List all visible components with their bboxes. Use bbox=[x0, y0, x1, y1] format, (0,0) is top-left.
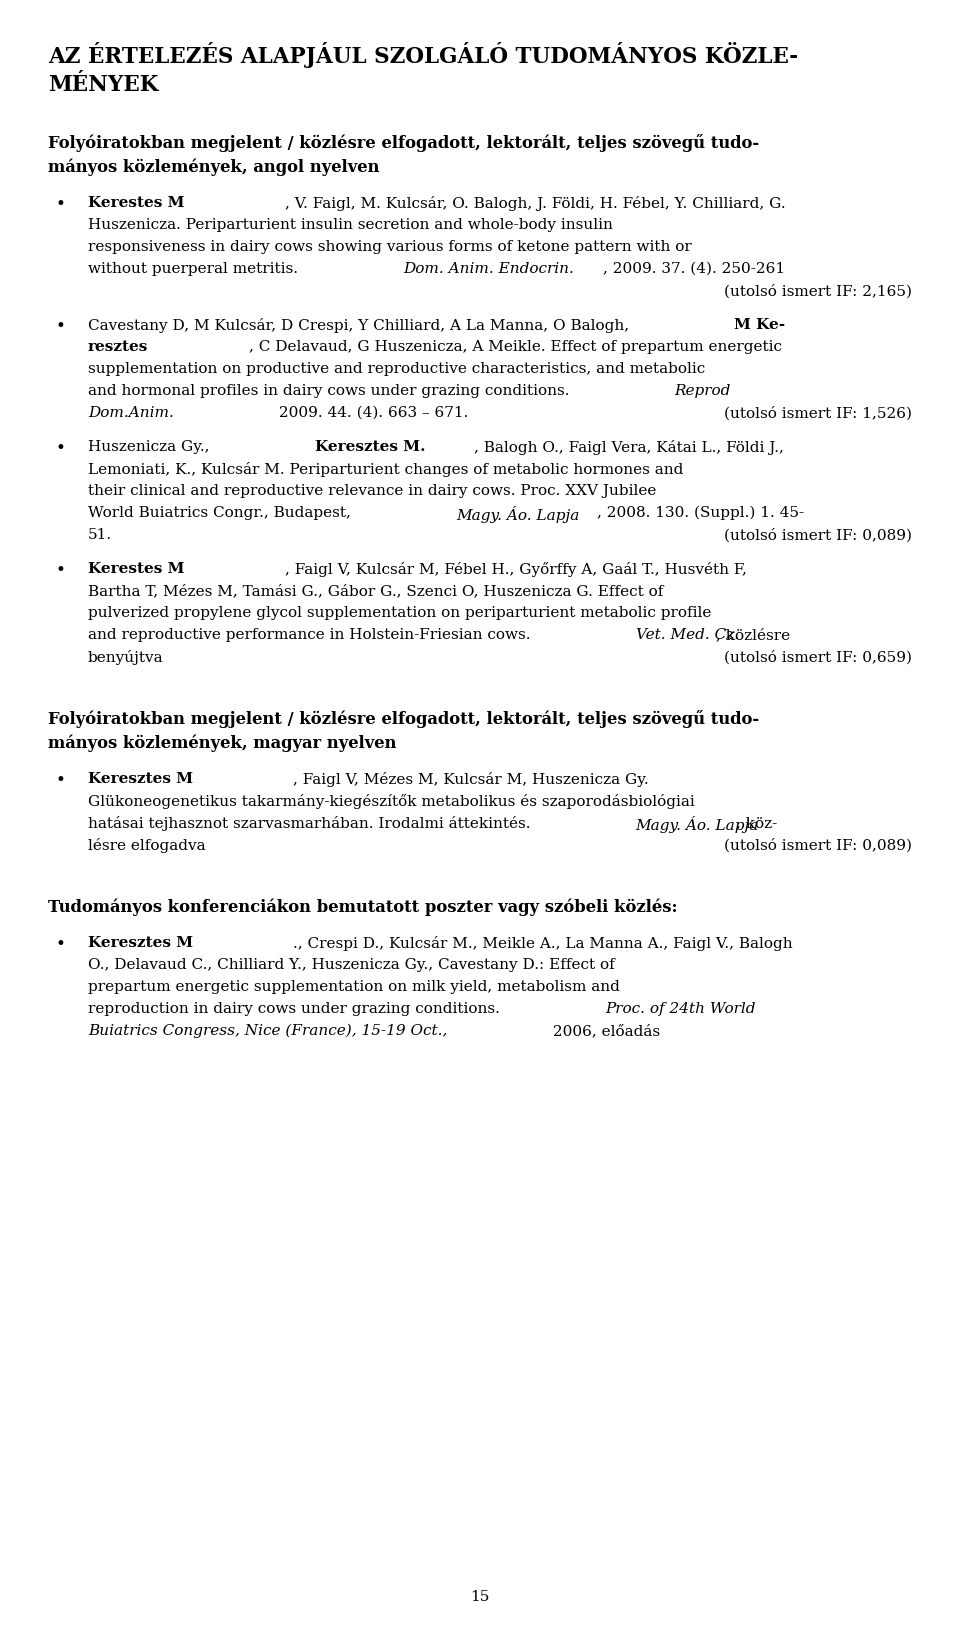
Text: Huszenicza. Periparturient insulin secretion and whole-body insulin: Huszenicza. Periparturient insulin secre… bbox=[88, 219, 612, 232]
Text: (utolsó ismert IF: 0,659): (utolsó ismert IF: 0,659) bbox=[724, 650, 912, 664]
Text: •: • bbox=[55, 441, 65, 457]
Text: , Balogh O., Faigl Vera, Kátai L., Földi J.,: , Balogh O., Faigl Vera, Kátai L., Földi… bbox=[474, 441, 784, 455]
Text: prepartum energetic supplementation on milk yield, metabolism and: prepartum energetic supplementation on m… bbox=[88, 979, 620, 994]
Text: resztes: resztes bbox=[88, 339, 149, 354]
Text: , Faigl V, Mézes M, Kulcsár M, Huszenicza Gy.: , Faigl V, Mézes M, Kulcsár M, Huszenicz… bbox=[294, 772, 649, 787]
Text: pulverized propylene glycol supplementation on periparturient metabolic profile: pulverized propylene glycol supplementat… bbox=[88, 605, 711, 620]
Text: hatásai tejhasznot szarvasmarhában. Irodalmi áttekintés.: hatásai tejhasznot szarvasmarhában. Irod… bbox=[88, 816, 536, 831]
Text: Lemoniati, K., Kulcsár M. Periparturient changes of metabolic hormones and: Lemoniati, K., Kulcsár M. Periparturient… bbox=[88, 462, 684, 477]
Text: Magy. Áo. Lapja: Magy. Áo. Lapja bbox=[456, 506, 579, 522]
Text: •: • bbox=[55, 318, 65, 335]
Text: Keresztes M: Keresztes M bbox=[88, 772, 193, 787]
Text: World Buiatrics Congr., Budapest,: World Buiatrics Congr., Budapest, bbox=[88, 506, 356, 521]
Text: Kerestes M: Kerestes M bbox=[88, 561, 184, 576]
Text: Keresztes M.: Keresztes M. bbox=[315, 441, 425, 454]
Text: Proc. of 24th World: Proc. of 24th World bbox=[605, 1002, 756, 1017]
Text: AZ ÉRTELEZÉS ALAPJÁUL SZOLGÁLÓ TUDOMÁNYOS KÖZLE-: AZ ÉRTELEZÉS ALAPJÁUL SZOLGÁLÓ TUDOMÁNYO… bbox=[48, 42, 798, 69]
Text: •: • bbox=[55, 772, 65, 788]
Text: MÉNYEK: MÉNYEK bbox=[48, 73, 158, 96]
Text: and hormonal profiles in dairy cows under grazing conditions.: and hormonal profiles in dairy cows unde… bbox=[88, 384, 574, 398]
Text: 2009. 44. (4). 663 – 671.: 2009. 44. (4). 663 – 671. bbox=[274, 406, 468, 419]
Text: Bartha T, Mézes M, Tamási G., Gábor G., Szenci O, Huszenicza G. Effect of: Bartha T, Mézes M, Tamási G., Gábor G., … bbox=[88, 584, 663, 597]
Text: Folyóiratokban megjelent / közlésre elfogadott, lektorált, teljes szövegű tudo-: Folyóiratokban megjelent / közlésre elfo… bbox=[48, 710, 759, 728]
Text: lésre elfogadva: lésre elfogadva bbox=[88, 837, 205, 854]
Text: Dom. Anim. Endocrin.: Dom. Anim. Endocrin. bbox=[403, 263, 574, 276]
Text: (utolsó ismert IF: 2,165): (utolsó ismert IF: 2,165) bbox=[724, 284, 912, 299]
Text: mányos közlemények, magyar nyelven: mányos közlemények, magyar nyelven bbox=[48, 734, 396, 751]
Text: Huszenicza Gy.,: Huszenicza Gy., bbox=[88, 441, 214, 454]
Text: (utolsó ismert IF: 0,089): (utolsó ismert IF: 0,089) bbox=[724, 837, 912, 852]
Text: (utolsó ismert IF: 0,089): (utolsó ismert IF: 0,089) bbox=[724, 529, 912, 542]
Text: Buiatrics Congress, Nice (France), 15-19 Oct.,: Buiatrics Congress, Nice (France), 15-19… bbox=[88, 1023, 447, 1038]
Text: responsiveness in dairy cows showing various forms of ketone pattern with or: responsiveness in dairy cows showing var… bbox=[88, 240, 692, 255]
Text: , közlésre: , közlésre bbox=[716, 628, 790, 641]
Text: Folyóiratokban megjelent / közlésre elfogadott, lektorált, teljes szövegű tudo-: Folyóiratokban megjelent / közlésre elfo… bbox=[48, 134, 759, 152]
Text: , köz-: , köz- bbox=[736, 816, 778, 831]
Text: their clinical and reproductive relevance in dairy cows. Proc. XXV Jubilee: their clinical and reproductive relevanc… bbox=[88, 485, 657, 498]
Text: supplementation on productive and reproductive characteristics, and metabolic: supplementation on productive and reprod… bbox=[88, 362, 706, 375]
Text: Glükoneogenetikus takarmány-kiegészítők metabolikus és szaporodásbiológiai: Glükoneogenetikus takarmány-kiegészítők … bbox=[88, 795, 695, 809]
Text: 15: 15 bbox=[470, 1590, 490, 1604]
Text: benyújtva: benyújtva bbox=[88, 650, 163, 664]
Text: , 2009. 37. (4). 250-261: , 2009. 37. (4). 250-261 bbox=[603, 263, 785, 276]
Text: O., Delavaud C., Chilliard Y., Huszenicza Gy., Cavestany D.: Effect of: O., Delavaud C., Chilliard Y., Huszenicz… bbox=[88, 958, 614, 973]
Text: , V. Faigl, M. Kulcsár, O. Balogh, J. Földi, H. Fébel, Y. Chilliard, G.: , V. Faigl, M. Kulcsár, O. Balogh, J. Fö… bbox=[285, 196, 785, 211]
Text: Keresztes M: Keresztes M bbox=[88, 937, 193, 950]
Text: Vet. Med. Cz.: Vet. Med. Cz. bbox=[636, 628, 738, 641]
Text: Magy. Áo. Lapja: Magy. Áo. Lapja bbox=[636, 816, 759, 832]
Text: •: • bbox=[55, 196, 65, 214]
Text: without puerperal metritis.: without puerperal metritis. bbox=[88, 263, 302, 276]
Text: Tudományos konferenciákon bemutatott poszter vagy szóbeli közlés:: Tudományos konferenciákon bemutatott pos… bbox=[48, 898, 678, 916]
Text: Reprod: Reprod bbox=[675, 384, 731, 398]
Text: , C Delavaud, G Huszenicza, A Meikle. Effect of prepartum energetic: , C Delavaud, G Huszenicza, A Meikle. Ef… bbox=[249, 339, 781, 354]
Text: •: • bbox=[55, 561, 65, 579]
Text: ., Crespi D., Kulcsár M., Meikle A., La Manna A., Faigl V., Balogh: ., Crespi D., Kulcsár M., Meikle A., La … bbox=[294, 937, 793, 951]
Text: reproduction in dairy cows under grazing conditions.: reproduction in dairy cows under grazing… bbox=[88, 1002, 505, 1017]
Text: Dom.Anim.: Dom.Anim. bbox=[88, 406, 174, 419]
Text: , 2008. 130. (Suppl.) 1. 45-: , 2008. 130. (Suppl.) 1. 45- bbox=[597, 506, 804, 521]
Text: and reproductive performance in Holstein-Friesian cows.: and reproductive performance in Holstein… bbox=[88, 628, 536, 641]
Text: •: • bbox=[55, 937, 65, 953]
Text: M Ke-: M Ke- bbox=[734, 318, 785, 331]
Text: 51.: 51. bbox=[88, 529, 112, 542]
Text: , Faigl V, Kulcsár M, Fébel H., Győrffy A, Gaál T., Husvéth F,: , Faigl V, Kulcsár M, Fébel H., Győrffy … bbox=[285, 561, 747, 578]
Text: 2006, előadás: 2006, előadás bbox=[547, 1023, 660, 1038]
Text: Kerestes M: Kerestes M bbox=[88, 196, 184, 211]
Text: mányos közlemények, angol nyelven: mányos közlemények, angol nyelven bbox=[48, 158, 379, 176]
Text: (utolsó ismert IF: 1,526): (utolsó ismert IF: 1,526) bbox=[724, 406, 912, 421]
Text: Cavestany D, M Kulcsár, D Crespi, Y Chilliard, A La Manna, O Balogh,: Cavestany D, M Kulcsár, D Crespi, Y Chil… bbox=[88, 318, 634, 333]
